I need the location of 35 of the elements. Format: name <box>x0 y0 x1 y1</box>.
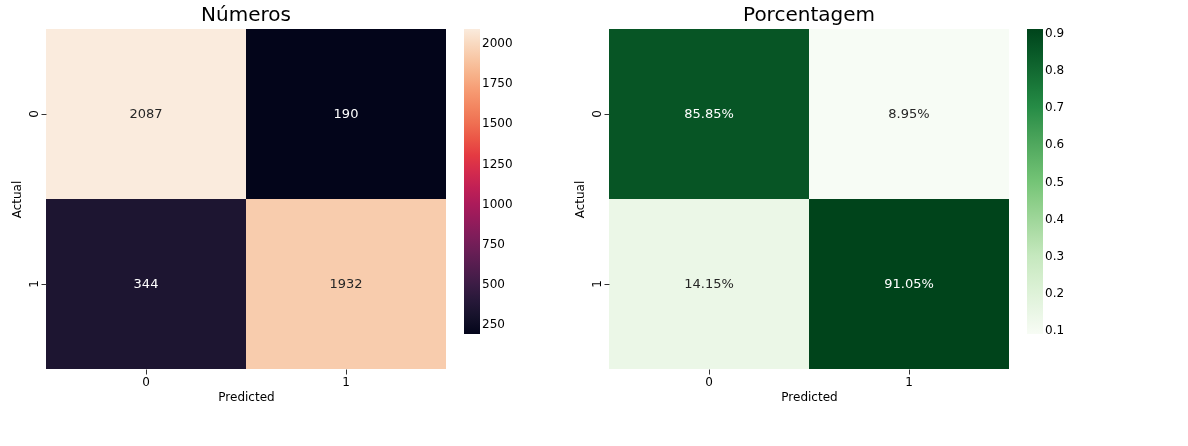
color-bar-label: 500 <box>482 277 505 292</box>
color-bar-label: 0.3 <box>1045 248 1065 263</box>
y-axis-title: Actual <box>572 180 587 219</box>
color-bar-label: 750 <box>482 236 505 251</box>
data-label: 85.85% <box>684 106 734 121</box>
color-bar-label: 0.7 <box>1045 100 1065 115</box>
x-tick-label: 0 <box>142 374 150 389</box>
x-tick-label: 1 <box>342 374 350 389</box>
color-bar-label: 0.9 <box>1045 25 1065 40</box>
data-label: 344 <box>133 276 159 291</box>
x-tick-label: 0 <box>705 374 713 389</box>
color-bar-label: 0.1 <box>1045 323 1065 338</box>
color-bar-label: 1250 <box>482 156 513 171</box>
color-bar-label: 0.8 <box>1045 63 1065 78</box>
color-bar-label: 0.5 <box>1045 174 1065 189</box>
x-tick-label: 1 <box>905 374 913 389</box>
chart-title: Porcentagem <box>743 2 875 26</box>
data-label: 2087 <box>129 106 163 121</box>
color-bar-label: 1750 <box>482 76 513 91</box>
color-bar-label: 250 <box>482 317 505 332</box>
data-label: 91.05% <box>884 276 934 291</box>
color-bar-label: 0.6 <box>1045 137 1065 152</box>
color-bar-label: 0.2 <box>1045 285 1065 300</box>
data-label: 14.15% <box>684 276 734 291</box>
color-bar-label: 2000 <box>482 35 513 50</box>
data-label: 1932 <box>329 276 363 291</box>
x-axis-title: Predicted <box>781 389 838 404</box>
x-axis-title: Predicted <box>218 389 275 404</box>
chart-title: Números <box>201 2 291 26</box>
data-label: 8.95% <box>888 106 930 121</box>
color-bar-label: 1000 <box>482 196 513 211</box>
color-bar-label: 1500 <box>482 116 513 131</box>
color-bar-label: 0.4 <box>1045 211 1065 226</box>
data-label: 190 <box>333 106 359 121</box>
y-axis-title: Actual <box>9 180 24 219</box>
